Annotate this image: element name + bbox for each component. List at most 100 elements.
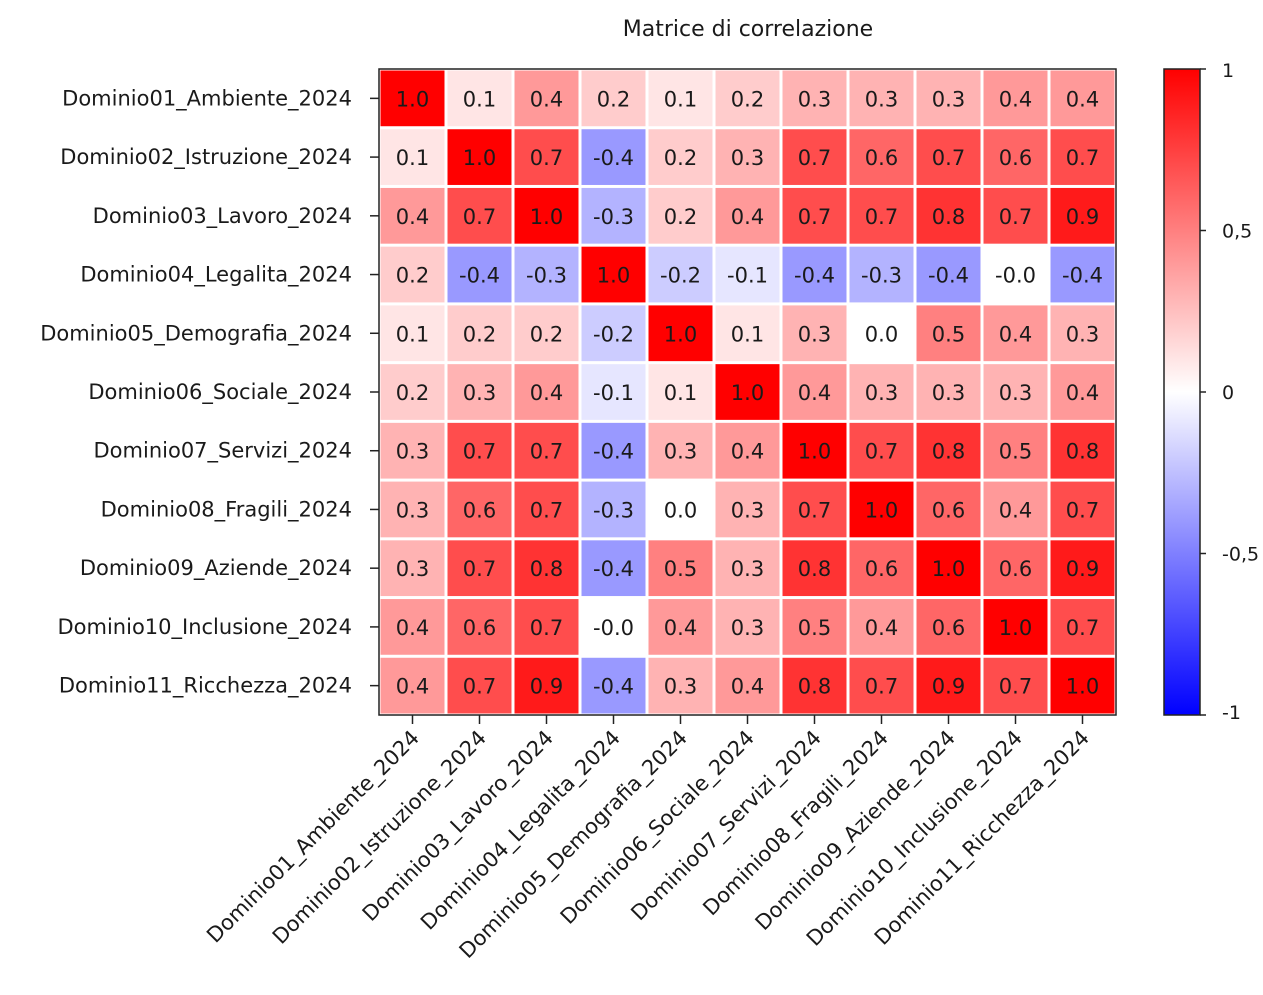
cell-value-label: 0.7	[1066, 498, 1099, 522]
cell-value-label: -0.1	[593, 381, 634, 405]
cell-value-label: 0.6	[463, 616, 496, 640]
cell-value-label: 0.5	[999, 440, 1032, 464]
cell-value-label: 0.3	[731, 557, 764, 581]
cell-value-label: 1.0	[865, 498, 898, 522]
cell-value-label: 0.7	[463, 675, 496, 699]
y-tick-label: Dominio01_Ambiente_2024	[62, 86, 352, 111]
heatmap-cell	[380, 540, 445, 597]
heatmap-cell	[849, 481, 914, 538]
cell-value-label: 0.9	[530, 675, 563, 699]
cell-value-label: 1.0	[798, 440, 831, 464]
cell-value-label: 1.0	[731, 381, 764, 405]
chart-title: Matrice di correlazione	[623, 17, 873, 42]
cell-value-label: 0.1	[396, 146, 429, 170]
heatmap-cell	[983, 129, 1048, 185]
heatmap-cell	[648, 422, 713, 479]
heatmap-cell	[447, 187, 512, 244]
heatmap-cell	[1050, 246, 1115, 303]
cell-value-label: 0.5	[798, 616, 831, 640]
cell-value-label: -0.4	[593, 146, 634, 170]
heatmap-cell	[715, 187, 780, 244]
heatmap-cell	[514, 422, 579, 479]
cell-value-label: 0.7	[1066, 146, 1099, 170]
heatmap-cell	[1050, 422, 1115, 479]
cell-value-label: 0.4	[1066, 381, 1099, 405]
heatmap-cell	[983, 540, 1048, 597]
cell-value-label: 0.4	[999, 498, 1032, 522]
heatmap-cell	[916, 540, 981, 597]
heatmap-cell	[715, 481, 780, 538]
cell-value-label: -0.4	[1062, 264, 1103, 288]
cell-value-label: 0.7	[530, 616, 563, 640]
heatmap-cell	[849, 305, 914, 362]
y-tick-label: Dominio11_Ricchezza_2024	[59, 674, 352, 699]
cell-value-label: 0.9	[1066, 557, 1099, 581]
heatmap-cell	[648, 657, 713, 714]
cell-value-label: 0.2	[463, 322, 496, 346]
y-tick-label: Dominio06_Sociale_2024	[88, 380, 352, 405]
heatmap-cell	[514, 364, 579, 420]
cell-value-label: 0.5	[932, 322, 965, 346]
heatmap-cell	[916, 187, 981, 244]
heatmap-cell	[1050, 657, 1115, 714]
cell-value-label: 0.7	[530, 498, 563, 522]
heatmap-cell	[715, 70, 780, 127]
heatmap-cell	[380, 422, 445, 479]
cell-value-label: 0.6	[865, 146, 898, 170]
colorbar-tick-label: -1	[1222, 702, 1241, 724]
cell-value-label: 0.7	[530, 440, 563, 464]
cell-value-label: -0.4	[593, 440, 634, 464]
cell-value-label: -0.2	[660, 264, 701, 288]
cell-value-label: -0.3	[593, 498, 634, 522]
cell-value-label: 0.2	[731, 87, 764, 111]
cell-value-label: 0.4	[1066, 87, 1099, 111]
cell-value-label: 0.2	[396, 381, 429, 405]
y-tick-label: Dominio03_Lavoro_2024	[93, 204, 352, 229]
heatmap-cell	[380, 129, 445, 185]
heatmap-cell	[380, 481, 445, 538]
cell-value-label: 0.2	[664, 205, 697, 229]
cell-value-label: 0.7	[463, 440, 496, 464]
cell-value-label: 0.4	[396, 616, 429, 640]
heatmap-cell	[782, 305, 847, 362]
cell-value-label: 0.3	[396, 498, 429, 522]
heatmap-cell	[447, 364, 512, 420]
heatmap-cell	[514, 70, 579, 127]
cell-value-label: 0.3	[798, 322, 831, 346]
heatmap-cell	[916, 70, 981, 127]
heatmap-cell	[648, 364, 713, 420]
heatmap-cell	[849, 129, 914, 185]
cell-value-label: 0.4	[530, 87, 563, 111]
cell-value-label: 0.2	[664, 146, 697, 170]
cell-value-label: 1.0	[396, 87, 429, 111]
heatmap-cell	[782, 70, 847, 127]
cell-value-label: -0.3	[593, 205, 634, 229]
heatmap-cell	[581, 481, 646, 538]
heatmap-cell	[782, 187, 847, 244]
heatmap-cell	[581, 246, 646, 303]
heatmap-cell	[514, 540, 579, 597]
heatmap-cell	[983, 187, 1048, 244]
heatmap-cell	[648, 305, 713, 362]
cell-value-label: 0.1	[664, 381, 697, 405]
cell-value-label: 0.4	[731, 205, 764, 229]
cell-value-label: 0.2	[396, 264, 429, 288]
heatmap-cell	[447, 599, 512, 655]
heatmap-cell	[1050, 70, 1115, 127]
heatmap-cell	[849, 657, 914, 714]
cell-value-label: 0.7	[463, 557, 496, 581]
cell-value-label: 0.1	[396, 322, 429, 346]
heatmap-cell	[380, 187, 445, 244]
heatmap-cell	[447, 305, 512, 362]
cell-value-label: -0.0	[995, 264, 1036, 288]
cell-value-label: 0.6	[463, 498, 496, 522]
heatmap-cell	[1050, 364, 1115, 420]
cell-value-label: 0.3	[664, 675, 697, 699]
cell-value-label: -0.3	[861, 264, 902, 288]
cell-value-label: 0.3	[932, 381, 965, 405]
cell-value-label: 0.9	[932, 675, 965, 699]
heatmap-cell	[916, 305, 981, 362]
column-labels: Dominio01_Ambiente_2024Dominio02_Istruzi…	[202, 715, 1095, 964]
cell-value-label: 0.8	[932, 205, 965, 229]
cell-value-label: 1.0	[597, 264, 630, 288]
